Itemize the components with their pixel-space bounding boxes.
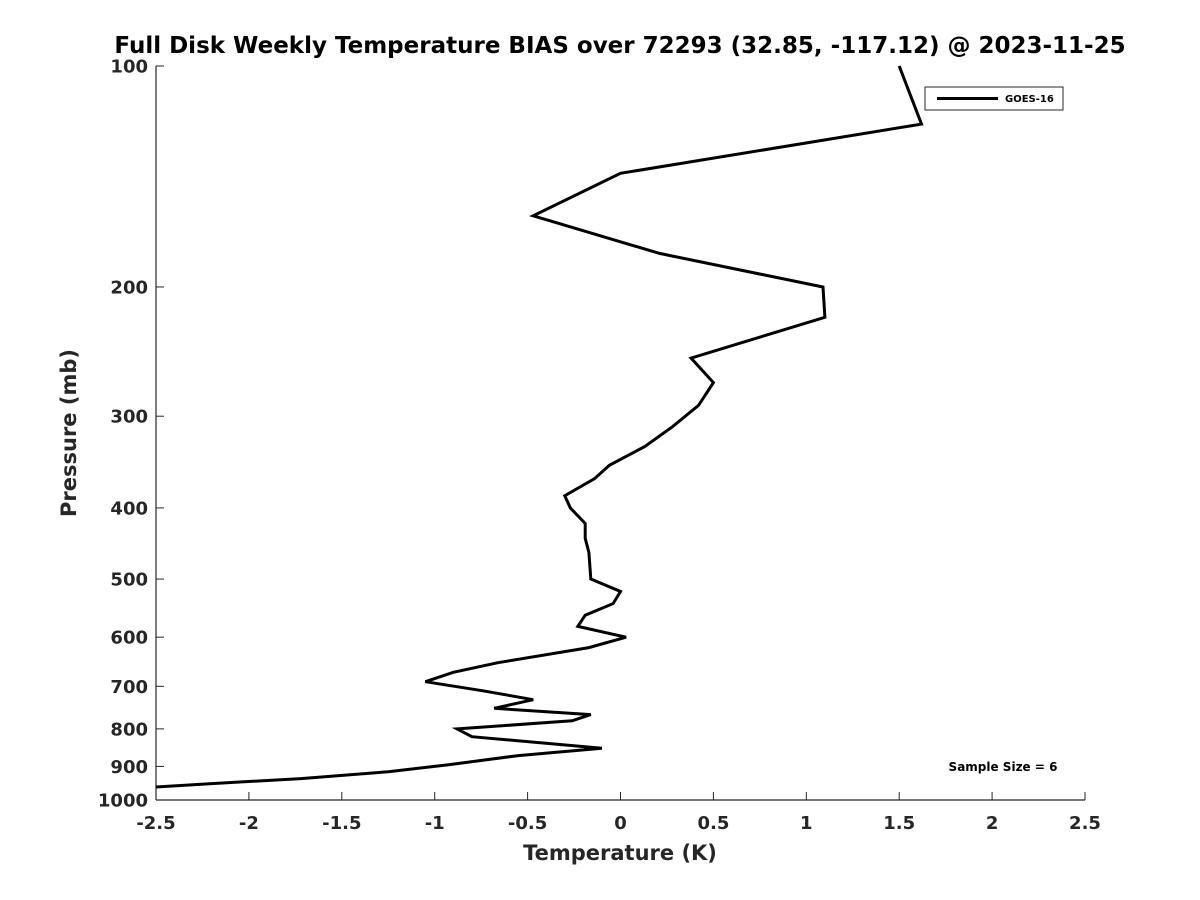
x-tick-label: 2.5: [1069, 813, 1101, 834]
series-line-goes-16: [155, 65, 924, 789]
y-tick-label: 900: [110, 757, 148, 778]
y-tick-label: 300: [110, 407, 148, 428]
x-tick-label: 1.5: [883, 813, 915, 834]
y-tick-label: 600: [110, 628, 148, 649]
y-tick-label: 1000: [98, 791, 148, 812]
x-tick-label: 0.5: [697, 813, 729, 834]
y-tick-label: 200: [110, 277, 148, 298]
x-tick-label: -1.5: [322, 813, 361, 834]
x-tick-label: -0.5: [508, 813, 547, 834]
y-tick-label: 400: [110, 498, 148, 519]
legend: GOES-16: [924, 86, 1064, 111]
legend-label-goes-16: GOES-16: [1005, 94, 1054, 105]
x-tick-label: 1: [800, 813, 813, 834]
y-tick-label: 100: [110, 57, 148, 78]
y-ticks: 100 200 300 400 500 600 700 800 900 1000: [98, 57, 164, 812]
x-axis-label: Temperature (K): [523, 841, 717, 865]
y-tick-label: 700: [110, 677, 148, 698]
x-tick-label: -2.5: [136, 813, 175, 834]
x-tick-label: -1: [425, 813, 445, 834]
x-tick-label: -2: [239, 813, 259, 834]
y-axis-label: Pressure (mb): [57, 349, 81, 517]
x-tick-label: 2: [986, 813, 999, 834]
chart-title: Full Disk Weekly Temperature BIAS over 7…: [114, 33, 1125, 59]
x-tick-label: 0: [614, 813, 627, 834]
sample-size-annotation: Sample Size = 6: [949, 760, 1058, 774]
series-layer: [155, 65, 924, 789]
y-tick-label: 800: [110, 719, 148, 740]
x-ticks: -2.5 -2 -1.5 -1 -0.5 0 0.5 1 1.5 2 2.5: [136, 792, 1101, 834]
y-tick-label: 500: [110, 570, 148, 591]
